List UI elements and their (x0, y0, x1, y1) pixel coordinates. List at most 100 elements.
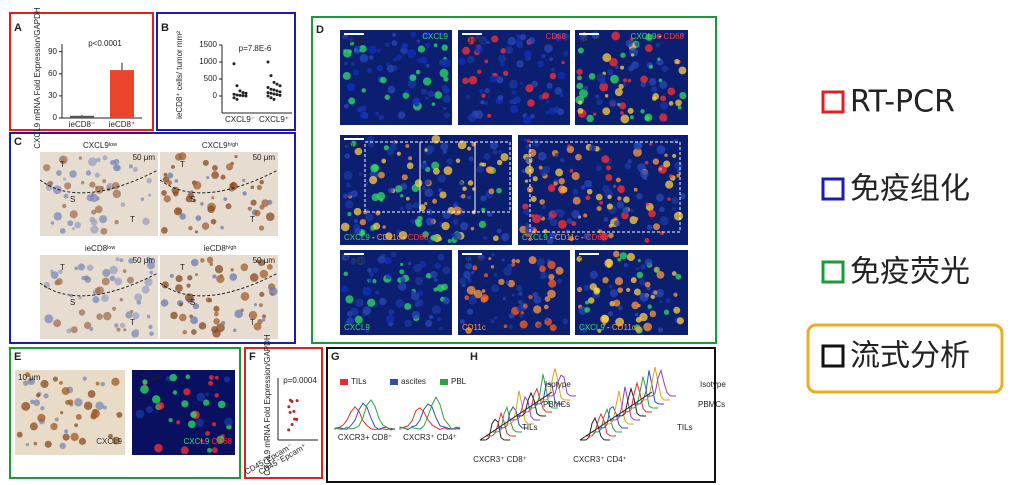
cell (639, 32, 645, 37)
cell (532, 214, 541, 224)
panel-letter: H (470, 351, 478, 363)
cell (375, 111, 380, 116)
cell (672, 207, 677, 212)
cell (654, 268, 659, 273)
cell (554, 87, 563, 95)
cell (408, 156, 413, 161)
cell (466, 308, 474, 315)
cell (194, 273, 199, 277)
cell (487, 113, 492, 118)
cell (460, 222, 469, 231)
legend-square (821, 90, 845, 114)
cell (653, 223, 660, 231)
cell (679, 91, 687, 100)
dot (288, 410, 292, 414)
cell (344, 61, 348, 66)
cell (90, 225, 99, 234)
cell (502, 297, 506, 301)
cell (255, 259, 260, 263)
cell (125, 311, 133, 319)
cell (673, 292, 678, 297)
cell (410, 31, 417, 38)
cell (539, 199, 545, 205)
cell (207, 205, 215, 214)
cell (617, 287, 624, 293)
y-axis-label: ieCD8⁺ cells/ tumor mm² (175, 31, 184, 119)
image-title: ieCD8ʰⁱᵍʰ (204, 244, 237, 253)
point (244, 94, 248, 98)
cell (387, 85, 396, 94)
cell (376, 65, 383, 72)
cell (254, 209, 261, 217)
cell (680, 32, 686, 38)
cell (230, 268, 234, 272)
panel-letter: C (14, 136, 22, 148)
cell (119, 297, 124, 302)
point (244, 91, 248, 95)
cell (53, 319, 62, 328)
cell (56, 170, 62, 176)
cell (444, 112, 451, 119)
cell (206, 176, 210, 180)
cell (459, 180, 464, 186)
cell (677, 105, 682, 110)
cell (467, 195, 472, 200)
cell (250, 185, 255, 190)
cell (259, 179, 264, 185)
cell (207, 447, 213, 453)
cell (397, 282, 407, 291)
cell (465, 256, 472, 262)
cell (194, 230, 198, 234)
scale-label: 50 μm (253, 153, 276, 162)
stain-label: CXCL9 (422, 32, 448, 41)
cell (258, 303, 263, 308)
cell (580, 185, 586, 190)
cell (383, 145, 390, 151)
histogram (334, 402, 396, 431)
cell (470, 270, 475, 275)
cell (640, 109, 645, 114)
cell (180, 446, 189, 455)
cell (494, 316, 498, 320)
histogram (399, 407, 461, 431)
legend-label: PBL (451, 377, 467, 386)
cell (385, 42, 390, 48)
cell (542, 92, 550, 100)
cell (95, 381, 100, 386)
cell (211, 164, 218, 171)
cell (345, 182, 351, 188)
stain-label: CD68 (546, 32, 567, 41)
cell (648, 77, 657, 86)
cell (428, 315, 433, 320)
scale-label: 50 μm (579, 36, 602, 45)
cell (659, 216, 669, 226)
cell (354, 227, 362, 235)
cell (154, 443, 163, 453)
cell (368, 45, 377, 54)
cell (461, 193, 466, 199)
cell (364, 328, 370, 333)
cell (35, 393, 41, 398)
cell (62, 433, 70, 441)
dot (292, 409, 296, 413)
histogram (497, 406, 529, 429)
cell (491, 35, 499, 43)
legend-label: TILs (351, 377, 367, 386)
cell (367, 298, 376, 307)
stain-name: CXCL9 (579, 323, 605, 332)
cell (95, 185, 104, 194)
point (238, 89, 242, 93)
cell (372, 222, 381, 230)
cell (672, 153, 677, 159)
cell (523, 138, 527, 142)
cell (566, 218, 573, 224)
cell (622, 82, 627, 87)
cell (405, 144, 410, 148)
cell (416, 39, 421, 43)
cell (493, 235, 499, 242)
cell (519, 81, 524, 85)
cell (588, 297, 595, 304)
cell (341, 285, 349, 293)
cell (392, 32, 397, 37)
cell (213, 318, 220, 325)
